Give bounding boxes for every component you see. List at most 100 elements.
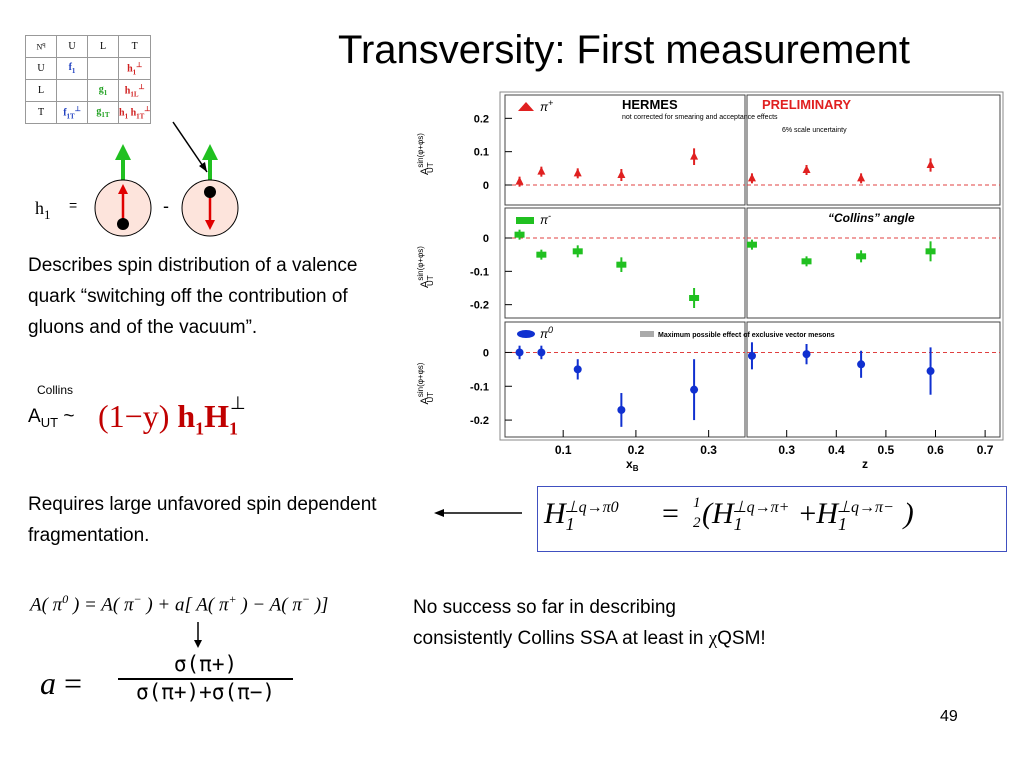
legend-charge: + [548, 98, 553, 108]
x-tick-label: 0.5 [878, 443, 895, 457]
point [573, 365, 582, 374]
pointer [172, 121, 208, 173]
legend-marker [517, 330, 535, 338]
scale: 6% scale uncertainty [782, 127, 847, 134]
cell-main: f [68, 62, 72, 73]
quark-b [181, 144, 239, 237]
cell-sub: 1T [101, 111, 110, 119]
aut-label: AUT ~ [28, 406, 75, 430]
cell-main: f [63, 107, 67, 119]
cell [56, 79, 88, 102]
x-tick-label: 0.6 [927, 443, 944, 457]
cell-main: h [127, 63, 133, 75]
legend-label: π+ [540, 98, 553, 114]
point [801, 258, 812, 265]
y-tick-label: -0.2 [470, 415, 489, 427]
cell: h1⊥ [117, 57, 152, 80]
panel [746, 321, 1001, 438]
corner-n: N [36, 42, 43, 52]
y-tick-label: 0 [483, 347, 489, 359]
y-label-sup: sin(φ+φs) [416, 362, 425, 397]
cell: h1L⊥ [117, 79, 152, 102]
formula-text: )] [309, 594, 329, 616]
cell-sub: 1T [66, 112, 75, 121]
cell: g1 [87, 79, 119, 102]
arrow-head [199, 162, 207, 172]
y-tick-label: 0.1 [474, 147, 489, 159]
point [802, 165, 811, 173]
header-row: Nq U L T [25, 35, 152, 58]
formula-text: ) + a[ A( π [141, 594, 229, 616]
corner-q: q [42, 41, 46, 49]
point [747, 351, 756, 360]
legend-label: π- [540, 211, 551, 227]
point [690, 151, 699, 160]
x-axis-label: z [862, 457, 868, 471]
point [857, 173, 866, 182]
cell-main: g [96, 106, 102, 117]
point [746, 241, 757, 248]
point [747, 173, 756, 182]
fraction: σ(π+) σ(π+)+σ(π−) [118, 652, 293, 704]
cell-sub: 1 [132, 68, 137, 77]
aut-formula: (1−y) h1H1⊥ [98, 393, 246, 439]
column-header: T [117, 35, 152, 58]
legend-charge: - [548, 211, 551, 221]
y-label-sub: UT [426, 275, 435, 286]
legend-label: π0 [540, 325, 553, 341]
y-label-main: A [419, 167, 431, 175]
cell-sup: ⊥ [138, 82, 145, 91]
collins-angle: “Collins” angle [828, 211, 915, 225]
panel [746, 94, 1001, 206]
y-tick-label: 0 [483, 233, 489, 245]
y-label-sup: sin(φ+φs) [416, 246, 425, 281]
point [515, 176, 524, 185]
cell: f1 [56, 57, 88, 80]
y-axis-label: Asin(φ+φs)UT [416, 133, 435, 175]
collins-label: Collins [37, 383, 74, 397]
y-axis-label: Asin(φ+φs)UT [416, 362, 435, 404]
x-tick-label: 0.3 [778, 443, 795, 457]
y-label-sub: UT [426, 392, 435, 403]
page-number: 49 [940, 708, 958, 725]
cell-main: h [130, 107, 137, 119]
formula-text: ) − A( π [236, 594, 302, 616]
cell-sub: 1T [136, 112, 145, 121]
y-label-sup: sin(φ+φs) [416, 133, 425, 168]
panel [504, 207, 746, 319]
row-header: U [25, 57, 57, 80]
legend-marker [518, 102, 534, 111]
legend-marker [516, 217, 534, 224]
note: not corrected for smearing and acceptanc… [622, 114, 778, 121]
cell: f1T⊥ [56, 101, 88, 124]
point [857, 360, 866, 369]
panel [746, 207, 1001, 319]
preliminary: PRELIMINARY [762, 97, 851, 112]
cell-sup: ⊥ [136, 60, 143, 69]
y-label-main: A [419, 397, 431, 405]
x-tick-label: 0.3 [700, 443, 717, 457]
y-tick-label: 0.2 [474, 113, 489, 125]
formula-sup: 0 [62, 592, 69, 606]
point [802, 350, 811, 359]
corner: Nq [25, 35, 57, 58]
h-label: h1 [35, 198, 51, 222]
x-label-sub: B [633, 464, 639, 473]
x-tick-label: 0.1 [555, 443, 572, 457]
point [616, 261, 627, 268]
formula-sup: − [301, 592, 310, 606]
point [856, 253, 867, 260]
cell-main: h [124, 85, 131, 97]
cell-sub: 1 [124, 112, 129, 121]
y-tick-label: -0.2 [470, 300, 489, 312]
equals: = [69, 197, 77, 213]
point [925, 248, 936, 255]
y-label-main: A [419, 280, 431, 288]
point [536, 251, 547, 258]
max-effect: Maximum possible effect of exclusive vec… [658, 332, 835, 339]
formula-text: ) = A( π [68, 594, 134, 616]
